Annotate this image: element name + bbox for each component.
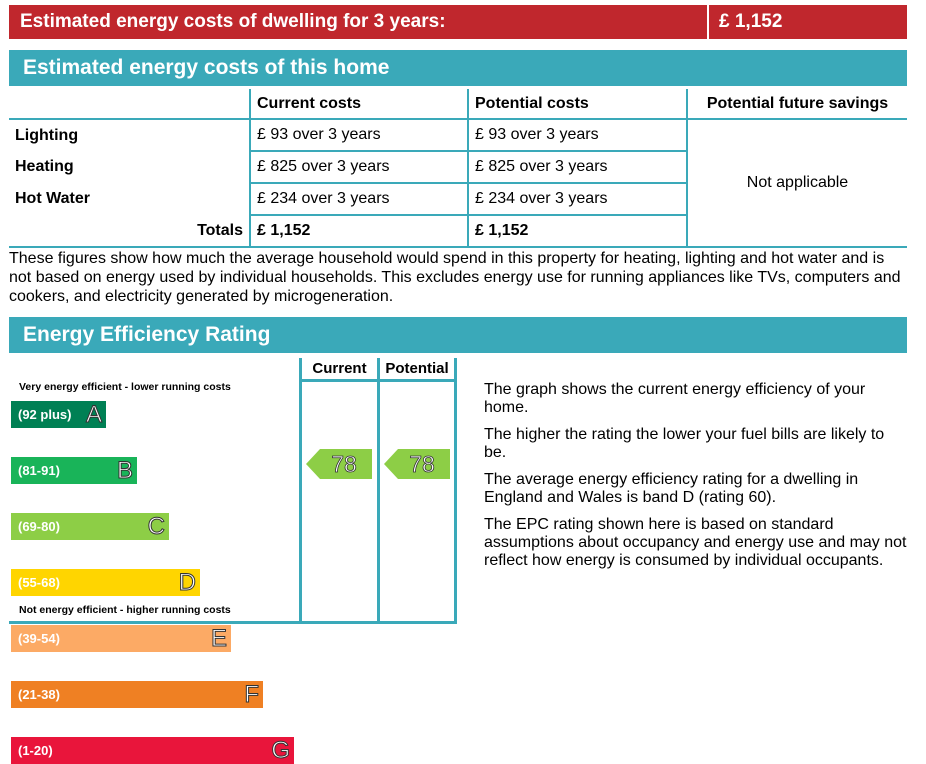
- header-potential-costs: Potential costs: [467, 89, 687, 120]
- current-rating-arrow: 78: [306, 449, 372, 479]
- band-letter: B: [116, 457, 133, 485]
- energy-costs-table: Current costs Potential costs Potential …: [9, 89, 907, 248]
- info-paragraph: The EPC rating shown here is based on st…: [484, 516, 907, 569]
- band-letter: F: [244, 681, 260, 709]
- chart-divider-middle: [377, 358, 380, 624]
- table-row: Hot Water £ 234 over 3 years £ 234 over …: [9, 183, 907, 216]
- chart-header-line: [299, 379, 457, 382]
- row-label: Heating: [15, 158, 74, 175]
- table-row: Lighting £ 93 over 3 years £ 93 over 3 y…: [9, 119, 907, 248]
- chart-bottom-line: [9, 621, 457, 624]
- band-range-label: (39-54): [18, 631, 60, 646]
- header-potential-savings: Potential future savings: [686, 89, 907, 120]
- row-potential: £ 93 over 3 years: [467, 119, 687, 152]
- potential-savings-cell: Not applicable: [686, 119, 907, 248]
- rating-band-e: (39-54) E: [11, 625, 231, 653]
- band-range-label: (69-80): [18, 519, 60, 534]
- totals-potential: £ 1,152: [467, 215, 687, 248]
- band-range-label: (21-38): [18, 687, 60, 702]
- band-letter: G: [271, 737, 291, 764]
- row-current: £ 825 over 3 years: [249, 151, 468, 184]
- rating-band-g: (1-20) G: [11, 737, 294, 764]
- bottom-efficiency-note: Not energy efficient - higher running co…: [19, 604, 231, 616]
- info-paragraph: The graph shows the current energy effic…: [484, 381, 866, 416]
- info-paragraph: The higher the rating the lower your fue…: [484, 426, 885, 461]
- row-potential: £ 234 over 3 years: [467, 183, 687, 216]
- band-letter: D: [178, 569, 196, 597]
- band-range-label: (92 plus): [18, 407, 72, 422]
- rating-section-title: Energy Efficiency Rating: [9, 317, 907, 353]
- table-row: Heating £ 825 over 3 years £ 825 over 3 …: [9, 151, 907, 184]
- row-label: Hot Water: [15, 190, 90, 207]
- row-label: Lighting: [15, 126, 79, 144]
- row-potential: £ 825 over 3 years: [467, 151, 687, 184]
- current-rating-value: 78: [331, 451, 357, 477]
- efficiency-rating-chart: Current Potential Very energy efficient …: [9, 358, 457, 764]
- rating-band-c: (69-80) C: [11, 513, 169, 541]
- row-current: £ 93 over 3 years: [249, 119, 468, 152]
- rating-band-d: (55-68) D: [11, 569, 200, 597]
- band-range-label: (81-91): [18, 463, 60, 478]
- totals-row: Totals £ 1,152 £ 1,152: [9, 215, 907, 248]
- potential-rating-value: 78: [409, 451, 435, 477]
- header-current-costs: Current costs: [249, 89, 468, 120]
- band-letter: E: [210, 625, 227, 653]
- band-letter: A: [85, 401, 102, 429]
- rating-info: The graph shows the current energy effic…: [484, 381, 909, 579]
- rating-band-f: (21-38) F: [11, 681, 263, 709]
- total-cost-value: £ 1,152: [719, 11, 783, 32]
- table-header-row: Current costs Potential costs Potential …: [9, 89, 907, 120]
- rating-band-a: (92 plus) A: [11, 401, 106, 429]
- chart-divider-left: [299, 358, 302, 624]
- costs-explanation: These figures show how much the average …: [9, 250, 901, 305]
- top-efficiency-note: Very energy efficient - lower running co…: [19, 381, 231, 393]
- band-range-label: (1-20): [18, 743, 53, 758]
- totals-label: Totals: [9, 215, 250, 248]
- header-blank: [9, 89, 250, 120]
- column-current-header: Current: [312, 360, 367, 377]
- costs-section-title: Estimated energy costs of this home: [9, 50, 907, 86]
- column-potential-header: Potential: [385, 360, 449, 377]
- total-cost-banner: Estimated energy costs of dwelling for 3…: [9, 5, 707, 39]
- potential-rating-arrow: 78: [384, 449, 450, 479]
- band-letter: C: [147, 513, 165, 541]
- row-current: £ 234 over 3 years: [249, 183, 468, 216]
- info-paragraph: The average energy efficiency rating for…: [484, 471, 859, 506]
- band-range-label: (55-68): [18, 575, 60, 590]
- total-cost-label: Estimated energy costs of dwelling for 3…: [20, 11, 446, 32]
- rating-band-b: (81-91) B: [11, 457, 137, 485]
- total-cost-value-box: £ 1,152: [709, 5, 907, 39]
- totals-current: £ 1,152: [249, 215, 468, 248]
- chart-divider-right: [454, 358, 457, 624]
